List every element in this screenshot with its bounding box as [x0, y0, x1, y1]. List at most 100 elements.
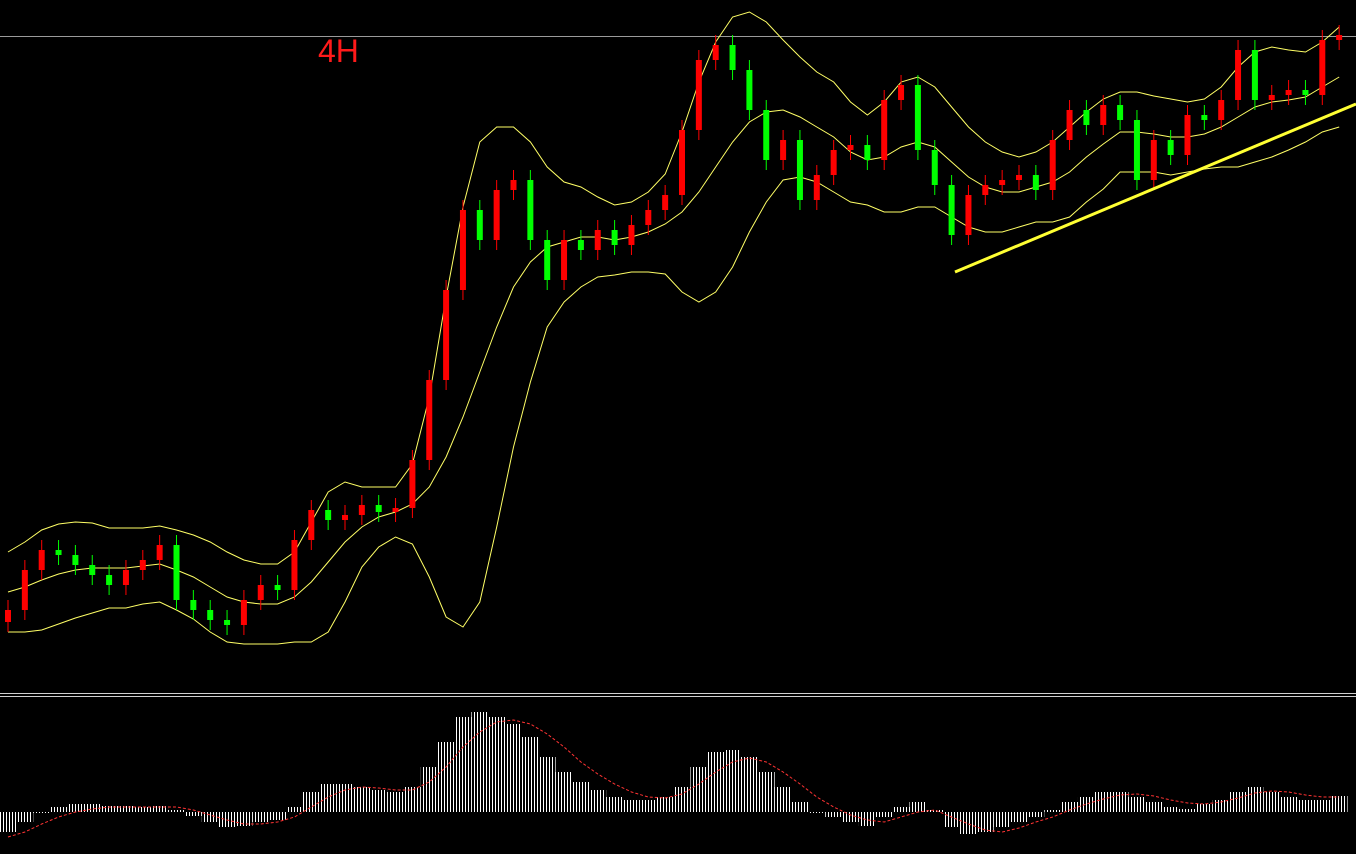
candle-body [1167, 140, 1174, 155]
macd-bar [437, 742, 455, 812]
candle-body [173, 545, 180, 600]
candle-body [847, 145, 854, 150]
macd-bar [1330, 796, 1348, 812]
candle-body [527, 180, 534, 240]
macd-bar [740, 757, 758, 812]
macd-bar [690, 767, 708, 812]
candle-body [1285, 90, 1292, 95]
candle-body [1133, 120, 1140, 180]
band-lower [8, 126, 1340, 645]
macd-bar [319, 784, 337, 812]
macd-bar [269, 812, 287, 820]
macd-bar [50, 807, 67, 812]
candle-body [1319, 40, 1326, 95]
macd-bar [1229, 792, 1247, 812]
macd-bar [724, 750, 741, 812]
candle-body [729, 45, 736, 70]
macd-bar [842, 812, 859, 822]
macd-bar [488, 717, 506, 812]
candle-body [510, 180, 517, 190]
candle-body [1083, 110, 1090, 125]
candle-body [898, 85, 905, 100]
candle-body [1100, 105, 1107, 125]
macd-bar [572, 782, 590, 812]
candle-body [493, 190, 500, 240]
candle-body [375, 505, 382, 512]
macd-bar [134, 807, 152, 812]
candle-body [21, 570, 28, 610]
macd-bar [201, 812, 219, 822]
macd-bar [252, 812, 270, 822]
macd-bar [606, 797, 624, 812]
candle-body [308, 510, 315, 540]
candle-body [122, 570, 129, 585]
macd-bar [1179, 809, 1196, 812]
candle-body [207, 610, 214, 620]
candle-body [965, 195, 972, 235]
macd-bar [808, 812, 826, 813]
macd-bar [0, 812, 17, 832]
candle-body [931, 150, 938, 185]
candle-body [1016, 175, 1022, 180]
macd-bar [387, 792, 404, 812]
candle-body [1336, 35, 1343, 40]
candle-body [89, 565, 96, 575]
candle-body [695, 60, 702, 130]
macd-bar [875, 812, 893, 817]
candle-body [1251, 50, 1258, 100]
macd-bar [1246, 787, 1264, 812]
macd-bar [302, 792, 320, 812]
candle-body [645, 210, 652, 225]
macd-bar [1162, 807, 1180, 812]
candle-body [274, 585, 281, 590]
candle-body [55, 550, 62, 555]
macd-bar [993, 812, 1011, 827]
macd-bar [521, 737, 539, 812]
candle-body [1117, 105, 1124, 120]
candle-body [291, 540, 298, 590]
candle-body [544, 240, 551, 280]
macd-bar [892, 807, 910, 812]
candle-body [1032, 175, 1039, 190]
macd-bar [589, 790, 607, 812]
candle-body [426, 380, 433, 460]
candle-body [914, 85, 921, 150]
macd-bar [1010, 812, 1028, 822]
macd-bar [1094, 792, 1112, 812]
macd-bar [1128, 797, 1146, 812]
candle-body [1201, 115, 1208, 120]
band-middle [7, 76, 1340, 605]
macd-bar [1027, 812, 1045, 817]
chart-title: 4H [318, 33, 359, 69]
candle-body [392, 508, 399, 512]
candle-body [679, 130, 685, 195]
macd-bar [1263, 792, 1281, 812]
candle-body [72, 555, 79, 565]
macd-bar [420, 767, 438, 812]
macd-bar [1061, 802, 1078, 812]
candle-body [1235, 50, 1242, 100]
macd-bar [926, 810, 944, 812]
macd-bar [1145, 802, 1163, 812]
candle-body [1150, 140, 1157, 180]
candle-body [982, 185, 989, 195]
macd-bar [471, 712, 489, 812]
candle-body [948, 185, 955, 235]
candle-body [1268, 95, 1275, 100]
candle-body [139, 560, 146, 570]
macd-bar [403, 787, 421, 812]
trend-line [954, 102, 1356, 274]
macd-bar [656, 797, 674, 812]
candle-body [342, 515, 348, 520]
macd-bar [757, 772, 775, 812]
macd-bar [707, 752, 725, 812]
macd-bar [1111, 792, 1129, 812]
candle-body [156, 545, 163, 560]
macd-bar [1044, 810, 1062, 812]
candle-body [409, 460, 416, 508]
candle-body [662, 195, 669, 210]
candle-body [796, 140, 803, 200]
candle-body [325, 510, 332, 520]
macd-bar [1195, 804, 1213, 812]
